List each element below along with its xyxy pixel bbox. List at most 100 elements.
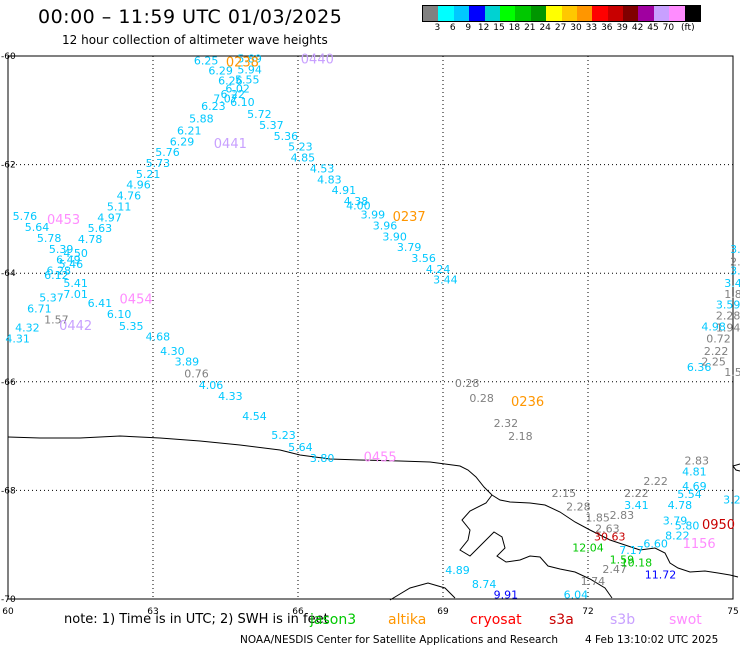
swh-reading: 6.36 (687, 361, 712, 374)
swh-reading: 5.54 (677, 488, 702, 501)
swh-reading: 1.85 (585, 512, 610, 525)
swh-reading: 5.73 (146, 157, 171, 170)
legend-swatch (592, 6, 608, 21)
chart-subtitle: 12 hour collection of altimeter wave hei… (62, 33, 328, 47)
swh-reading: 4.31 (5, 332, 30, 345)
swh-reading: 6.60 (643, 538, 668, 551)
swh-reading: 4.24 (426, 263, 451, 276)
swh-reading: 6.23 (201, 100, 226, 113)
swh-reading: 8.74 (472, 578, 497, 591)
map-frame (7, 55, 734, 600)
swh-reading: 3. (730, 243, 740, 256)
swh-reading: 5.36 (274, 130, 299, 143)
satellite-jason3: jason3 (310, 612, 357, 628)
swh-reading: 6.49 (56, 254, 81, 267)
legend-swatch (530, 6, 547, 21)
legend-label: 9 (465, 23, 472, 33)
swh-reading: 5.46 (59, 258, 84, 271)
pass-time-label: 0442 (59, 319, 92, 334)
y-tick-label: -66 (1, 378, 16, 388)
swh-reading: 6.22 (221, 88, 246, 101)
swh-reading: 3.89 (175, 356, 200, 369)
swh-reading: 4.68 (146, 331, 171, 344)
swh-reading: 4.96 (126, 179, 151, 192)
x-tick-label: 63 (147, 607, 158, 617)
legend-label: 36 (601, 23, 613, 33)
swh-reading: 5.35 (119, 320, 144, 333)
swh-reading: 5.88 (189, 112, 214, 125)
swh-reading: 5.76 (155, 146, 180, 159)
timestamp-text: 4 Feb 13:10:02 UTC 2025 (585, 634, 719, 646)
swh-reading: 5.63 (88, 222, 113, 235)
legend-swatch (561, 6, 577, 21)
swh-reading: 5.55 (235, 73, 260, 86)
swh-reading: 4.97 (97, 211, 122, 224)
swh-reading: 7.07 (213, 92, 238, 105)
y-tick-label: -62 (1, 161, 16, 171)
legend-label: 18 (508, 23, 521, 33)
legend-swatch (576, 6, 593, 21)
swh-reading: 4.89 (445, 564, 470, 577)
legend-label: 42 (631, 23, 644, 33)
swh-reading: 4.85 (291, 152, 316, 165)
satellite-cryosat: cryosat (470, 612, 522, 628)
swh-reading: 3.56 (411, 252, 436, 265)
swh-reading: 4.38 (344, 195, 369, 208)
swh-reading: 5.94 (237, 64, 262, 77)
swh-reading: 1.8 (724, 288, 740, 301)
pass-time-label: 0454 (120, 293, 153, 308)
satellite-s3a: s3a (549, 612, 574, 628)
legend-swatch (453, 6, 470, 21)
legend-swatch (423, 6, 439, 21)
swh-reading: 5.39 (49, 243, 74, 256)
satellite-altika: altika (388, 612, 427, 628)
swh-reading: 4.78 (668, 499, 693, 512)
x-tick-label: 75 (727, 607, 738, 617)
legend-swatch (499, 6, 516, 21)
credit-text: NOAA/NESDIS Center for Satellite Applica… (240, 634, 558, 646)
map-grid: 60 63 66 69 72 75 -60 -62 -64 -66 -68 -70 (1, 52, 739, 617)
swh-reading: 5.37 (259, 119, 284, 132)
swh-reading: 3.28 (723, 494, 740, 507)
coastline-bay (459, 494, 613, 599)
legend-swatch (669, 6, 685, 21)
swh-reading: 5.78 (37, 232, 62, 245)
swh-reading: 4.50 (63, 247, 88, 260)
swh-reading: 4.98 (701, 320, 726, 333)
swh-reading: 2.22 (643, 475, 668, 488)
swh-reading: 9.91 (494, 589, 519, 602)
swh-reading: 2.28 (716, 310, 740, 323)
swh-reading: 3.99 (361, 209, 386, 222)
swh-reading: 1.57 (44, 313, 69, 326)
swh-reading: 2.22 (624, 487, 649, 500)
y-tick-label: -68 (1, 486, 16, 496)
legend-label: 30 (570, 23, 582, 33)
legend-swatch (515, 6, 531, 21)
color-legend: 3 6 9 12 15 18 21 24 27 30 33 36 39 42 45 70 (ft) (422, 5, 702, 33)
legend-swatches (422, 5, 702, 22)
legend-label: (ft) (681, 23, 695, 33)
swh-reading: 3.4 (724, 277, 740, 290)
swh-reading: 7.17 (619, 544, 644, 557)
swh-reading: 4.78 (78, 233, 103, 246)
swh-reading: 3.79 (663, 514, 688, 527)
swh-reading: 3.44 (433, 274, 458, 287)
swh-reading: 5.64 (25, 221, 50, 234)
y-tick-label: -60 (1, 52, 16, 62)
swh-reading: 2.15 (552, 487, 577, 500)
swh-reading: 3. (730, 264, 740, 277)
swh-reading: 2.83 (610, 509, 635, 522)
pass-time-label: 0950 (702, 518, 735, 533)
swh-reading: 1.5 (724, 366, 740, 379)
pass-time-label: 0237 (393, 210, 426, 225)
pass-time-label: 0441 (214, 137, 247, 152)
swh-reading: 2.25 (701, 356, 726, 369)
swh-reading: 4.83 (317, 173, 342, 186)
pass-time-label: 0236 (511, 395, 544, 410)
legend-label: 6 (449, 23, 456, 33)
legend-label: 24 (539, 23, 551, 33)
swh-reading: 2.47 (602, 563, 627, 576)
swh-reading: 2.83 (685, 455, 710, 468)
swh-reading: 5.23 (288, 141, 313, 154)
